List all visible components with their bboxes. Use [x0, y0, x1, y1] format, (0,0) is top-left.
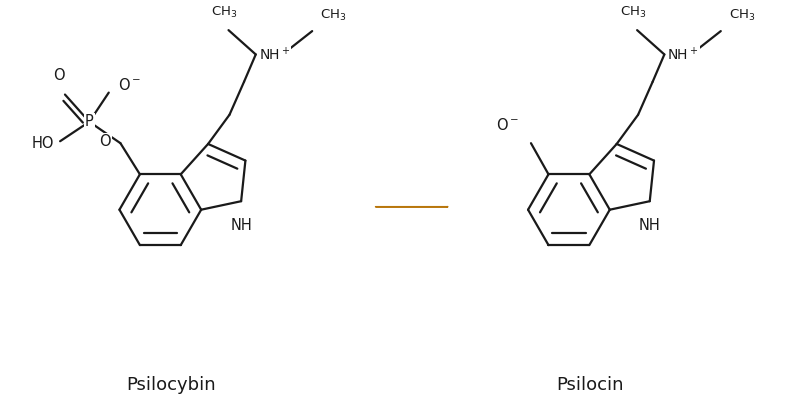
Text: O: O — [54, 68, 65, 83]
Text: CH$_3$: CH$_3$ — [620, 5, 646, 20]
Text: O$^-$: O$^-$ — [496, 117, 519, 133]
Text: NH: NH — [230, 218, 252, 233]
Text: O: O — [99, 134, 110, 149]
Text: NH$^+$: NH$^+$ — [667, 46, 698, 63]
Text: Psilocin: Psilocin — [556, 376, 623, 394]
Text: HO: HO — [32, 136, 54, 151]
Text: O$^-$: O$^-$ — [118, 77, 142, 93]
Text: CH$_3$: CH$_3$ — [211, 5, 238, 20]
Text: NH: NH — [639, 218, 661, 233]
Text: CH$_3$: CH$_3$ — [729, 8, 755, 23]
Text: P: P — [85, 114, 94, 129]
Text: CH$_3$: CH$_3$ — [320, 8, 346, 23]
Text: Psilocybin: Psilocybin — [126, 376, 216, 394]
Text: NH$^+$: NH$^+$ — [258, 46, 290, 63]
